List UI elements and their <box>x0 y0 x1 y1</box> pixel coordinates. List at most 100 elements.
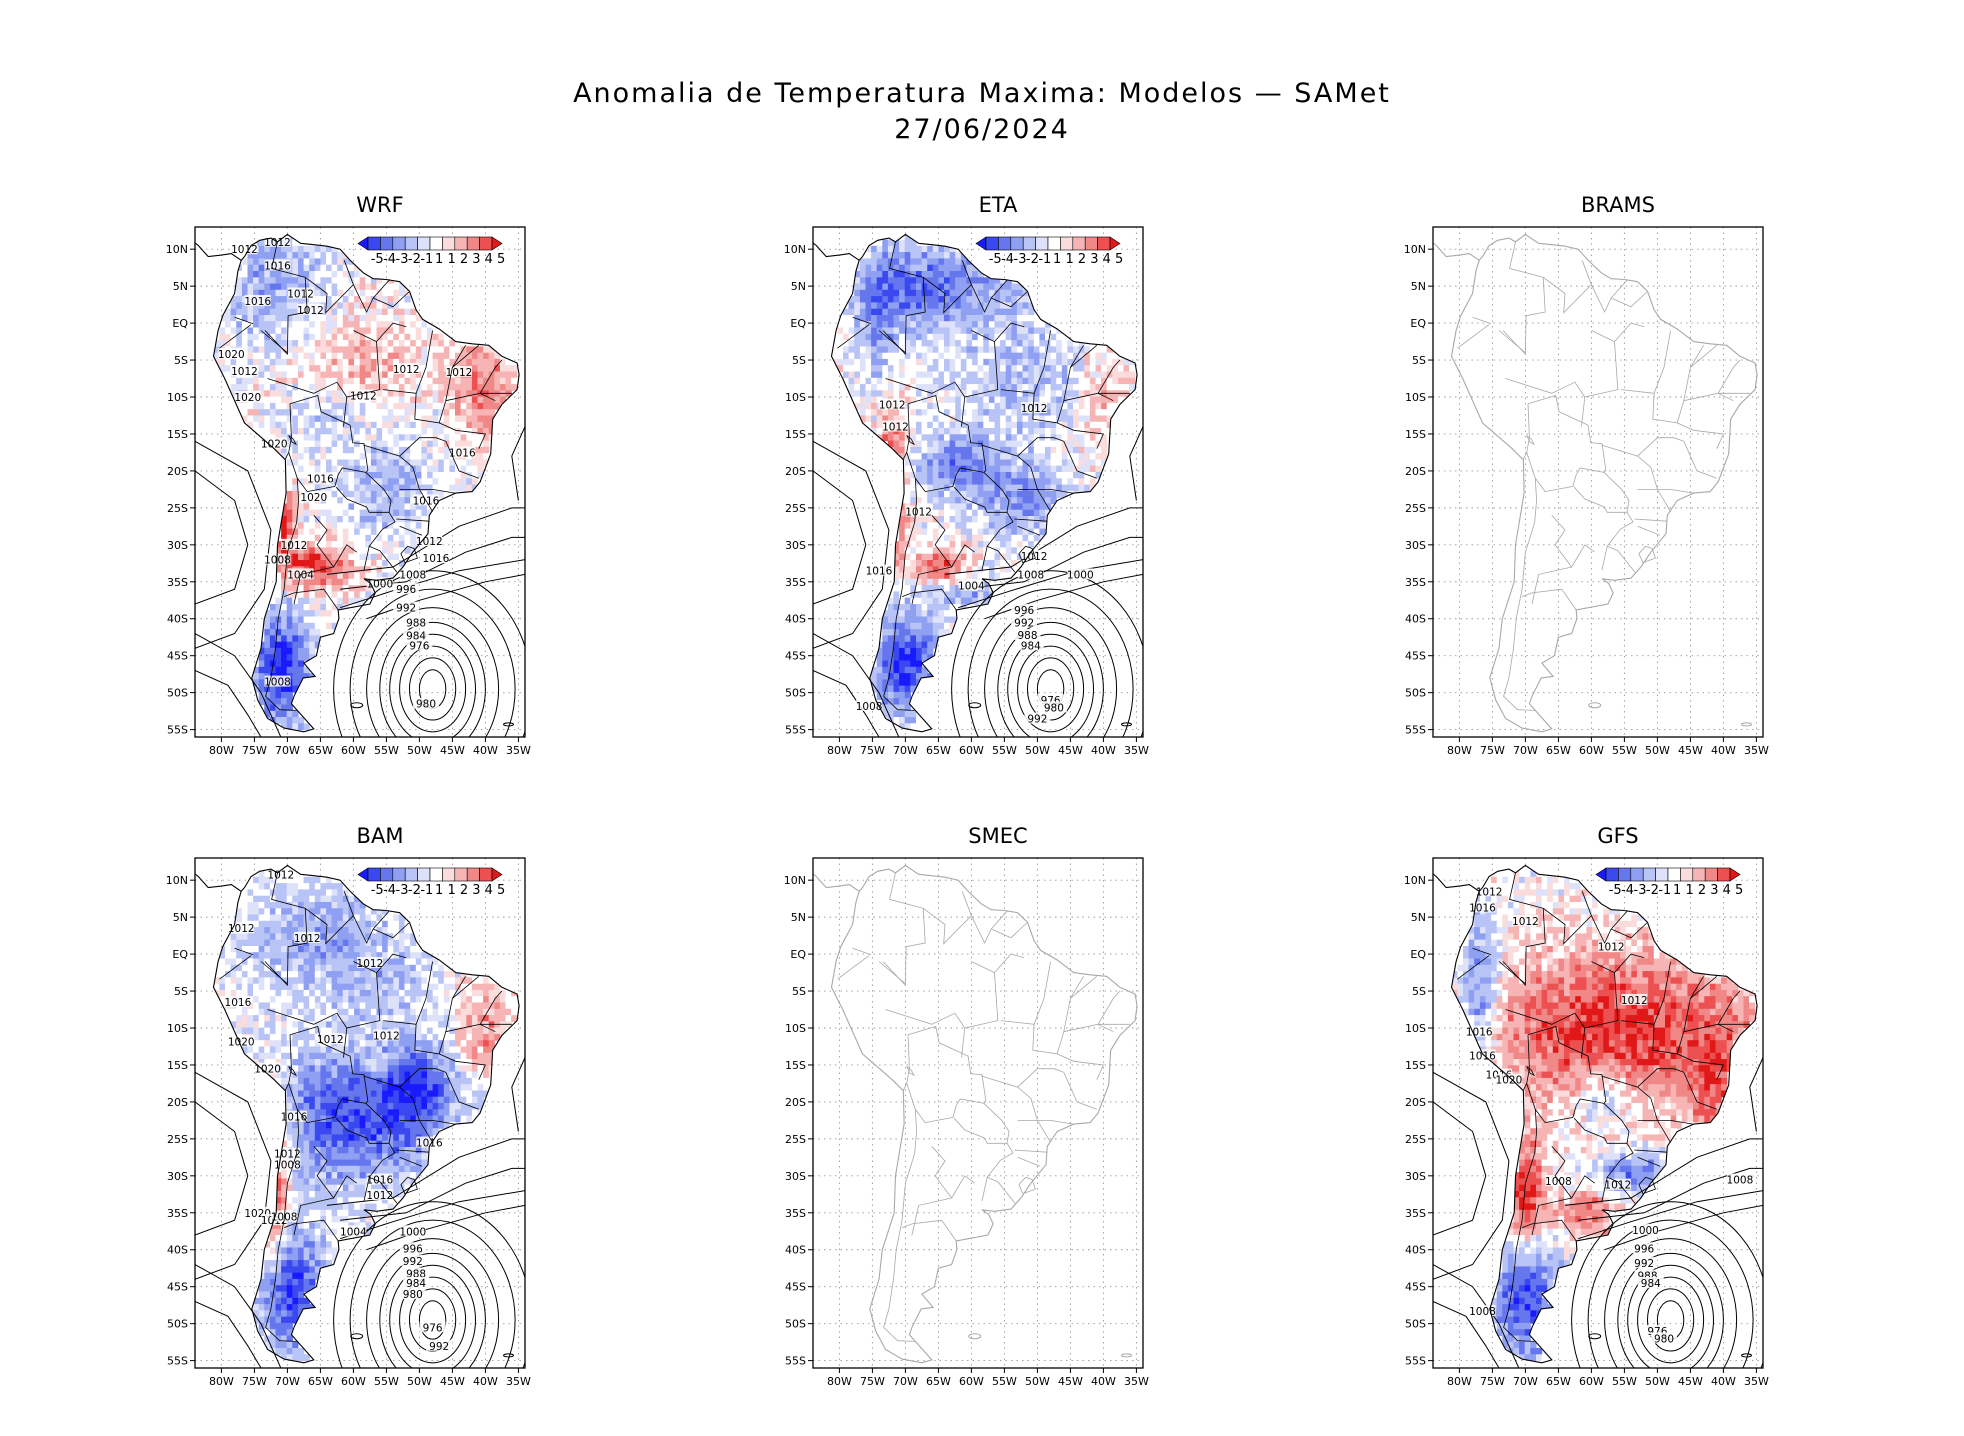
isobar-label: 1012 <box>1604 1180 1631 1192</box>
map-area: 1012 1012 1016 1016 1012 1012 1020 1012 1012 1012… <box>195 227 525 737</box>
lon-tick-label: 35W <box>1744 1375 1769 1388</box>
isobar-label: 1012 <box>317 1034 344 1046</box>
isobar-label: 1012 <box>393 364 420 376</box>
colorbar-label: 1 <box>435 252 443 267</box>
lat-tick-label: 25S <box>1405 1133 1426 1146</box>
colorbar-label: -5 <box>371 252 384 267</box>
lon-tick-label: 55W <box>992 1375 1017 1388</box>
isobar-label: 1020 <box>218 349 245 361</box>
lon-tick-label: 45W <box>1678 1375 1703 1388</box>
isobar-label: 988 <box>1017 630 1037 642</box>
isobar-label: 992 <box>429 1341 449 1353</box>
map-plot: 1012101610121012101210161016101610201008… <box>1404 857 1769 1388</box>
lon-tick-label: 65W <box>308 744 333 757</box>
isobar-label: 1016 <box>1469 903 1496 915</box>
lat-tick-label: 5N <box>791 911 806 924</box>
isobar-label: 1008 <box>1727 1175 1754 1187</box>
colorbar-label: -2 <box>408 883 421 898</box>
lon-tick-label: 45W <box>1678 744 1703 757</box>
lat-tick-label: 50S <box>1405 1318 1426 1331</box>
isobar-label: 1016 <box>225 997 252 1009</box>
lat-tick-label: 40S <box>785 1244 806 1257</box>
lat-tick-label: 10S <box>785 391 806 404</box>
lat-tick-label: 5N <box>791 280 806 293</box>
lon-tick-label: 35W <box>1124 744 1149 757</box>
lat-tick-label: 50S <box>167 1318 188 1331</box>
colorbar-label: 5 <box>497 883 505 898</box>
lon-tick-label: 70W <box>893 1375 918 1388</box>
lat-tick-label: 5S <box>1412 354 1426 367</box>
lat-tick-label: 15S <box>1405 428 1426 441</box>
isobar-label: 1012 <box>416 536 443 548</box>
lake <box>288 1066 297 1077</box>
colorbar-label: -3 <box>1634 883 1647 898</box>
panel-eta: ETA 1012 1012 1012 1012 1012 1016 1008 1004 1000… <box>778 193 1218 793</box>
lon-tick-label: 70W <box>275 744 300 757</box>
lon-tick-label: 65W <box>1546 1375 1571 1388</box>
central-america-coast <box>1433 242 1480 261</box>
colorbar-label: 1 <box>1065 252 1073 267</box>
isobar-label: 1020 <box>234 392 261 404</box>
lat-tick-label: 55S <box>1405 724 1426 737</box>
colorbar-label: 4 <box>485 883 493 898</box>
isobar-label: 1016 <box>1466 1027 1493 1039</box>
lon-tick-label: 35W <box>1124 1375 1149 1388</box>
isobar-label: 1016 <box>366 1175 393 1187</box>
lake <box>288 435 297 446</box>
lon-tick-label: 55W <box>1612 744 1637 757</box>
isobar-label: 1008 <box>1469 1306 1496 1318</box>
isobar-label: 1016 <box>264 260 291 272</box>
lon-tick-label: 65W <box>926 744 951 757</box>
central-america-coast <box>195 873 242 892</box>
lat-tick-label: 20S <box>1405 1096 1426 1109</box>
colorbar-label: 4 <box>1103 252 1111 267</box>
isobar-label: 1012 <box>366 1190 393 1202</box>
lon-tick-label: 65W <box>926 1375 951 1388</box>
colorbar-label: 1 <box>1053 252 1061 267</box>
colorbar-label: 2 <box>1078 252 1086 267</box>
lat-tick-label: 35S <box>785 1207 806 1220</box>
pressure-isobars <box>813 426 1143 737</box>
isobar-label: 980 <box>403 1289 423 1301</box>
central-america-coast <box>813 242 860 261</box>
colorbar-label: -2 <box>1646 883 1659 898</box>
lat-tick-label: 55S <box>1405 1355 1426 1368</box>
lat-tick-label: 40S <box>167 1244 188 1257</box>
lat-tick-label: 15S <box>785 1059 806 1072</box>
panel-title: BAM <box>356 824 404 848</box>
south-georgia <box>1741 722 1752 727</box>
lon-tick-label: 50W <box>1645 744 1670 757</box>
falkland-islands <box>350 1333 364 1340</box>
colorbar-label: 1 <box>447 252 455 267</box>
lon-tick-label: 55W <box>374 1375 399 1388</box>
isobar-label: 1012 <box>1512 916 1539 928</box>
isobar-label: 1016 <box>449 447 476 459</box>
lake <box>1526 435 1535 446</box>
map-frame <box>812 226 1144 738</box>
lon-tick-label: 45W <box>1058 744 1083 757</box>
lat-tick-label: 5S <box>1412 985 1426 998</box>
colorbar-label: -2 <box>408 252 421 267</box>
lat-tick-label: 10N <box>1404 243 1426 256</box>
coastline <box>830 864 1138 1364</box>
map-area <box>1433 227 1763 737</box>
lat-tick-label: 25S <box>785 502 806 515</box>
coastline <box>830 233 1138 733</box>
lat-tick-label: 10S <box>167 1022 188 1035</box>
colorbar-label: 4 <box>1723 883 1731 898</box>
isobar-label: 1008 <box>1545 1176 1572 1188</box>
colorbar-label: -3 <box>1014 252 1027 267</box>
lon-tick-label: 55W <box>1612 1375 1637 1388</box>
colorbar-label: -5 <box>371 883 384 898</box>
lon-tick-label: 75W <box>860 1375 885 1388</box>
lat-tick-label: 40S <box>785 613 806 626</box>
lon-tick-label: 50W <box>1025 744 1050 757</box>
map-frame <box>1432 226 1764 738</box>
map-plot: 1012 1012 1012 1012 1016 1020 1012 1012 1020 1016… <box>166 857 531 1388</box>
map-frame <box>194 226 526 738</box>
isobar-label: 996 <box>396 584 416 596</box>
lat-tick-label: 55S <box>167 1355 188 1368</box>
lon-tick-label: 60W <box>1579 744 1604 757</box>
lat-tick-label: 10S <box>167 391 188 404</box>
coastline <box>212 864 520 1364</box>
